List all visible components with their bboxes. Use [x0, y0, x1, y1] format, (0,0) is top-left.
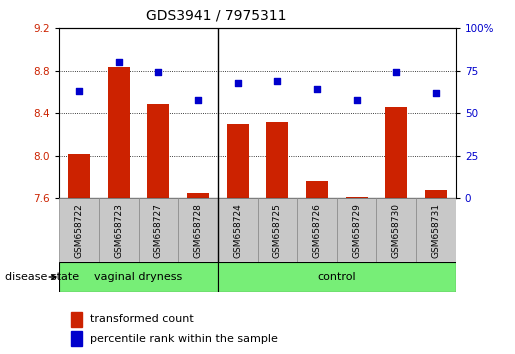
Point — [432, 90, 440, 96]
Text: GSM658722: GSM658722 — [75, 203, 83, 258]
Bar — [218, 198, 258, 262]
Text: GSM658730: GSM658730 — [392, 203, 401, 258]
Point — [273, 78, 281, 84]
Bar — [99, 198, 139, 262]
Text: percentile rank within the sample: percentile rank within the sample — [90, 333, 278, 344]
Bar — [416, 198, 456, 262]
Point — [233, 80, 242, 86]
Text: GSM658728: GSM658728 — [194, 203, 202, 258]
Bar — [59, 198, 99, 262]
Text: disease state: disease state — [5, 272, 79, 282]
Text: GSM658729: GSM658729 — [352, 203, 361, 258]
Bar — [59, 262, 218, 292]
Bar — [266, 122, 288, 198]
Bar — [297, 198, 337, 262]
Text: GSM658727: GSM658727 — [154, 203, 163, 258]
Bar — [376, 198, 416, 262]
Bar — [306, 181, 328, 198]
Bar — [337, 198, 376, 262]
Bar — [187, 193, 209, 198]
Point — [114, 59, 123, 65]
Point — [392, 70, 401, 75]
Text: vaginal dryness: vaginal dryness — [94, 272, 183, 282]
Point — [194, 97, 202, 103]
Bar — [147, 104, 169, 198]
Bar — [71, 312, 82, 327]
Text: GSM658731: GSM658731 — [432, 203, 440, 258]
Bar — [178, 198, 218, 262]
Bar — [68, 154, 90, 198]
Bar — [108, 67, 130, 198]
Text: control: control — [317, 272, 356, 282]
Text: GDS3941 / 7975311: GDS3941 / 7975311 — [146, 9, 286, 23]
Bar — [218, 262, 456, 292]
Text: GSM658724: GSM658724 — [233, 203, 242, 258]
Point — [75, 88, 83, 94]
Point — [313, 87, 321, 92]
Text: transformed count: transformed count — [90, 314, 194, 325]
Bar — [71, 331, 82, 346]
Text: GSM658726: GSM658726 — [313, 203, 321, 258]
Bar — [385, 107, 407, 198]
Text: GSM658723: GSM658723 — [114, 203, 123, 258]
Bar — [346, 197, 368, 198]
Bar — [258, 198, 297, 262]
Text: GSM658725: GSM658725 — [273, 203, 282, 258]
Bar — [425, 190, 447, 198]
Bar — [227, 124, 249, 198]
Point — [154, 70, 162, 75]
Bar — [139, 198, 178, 262]
Point — [352, 97, 360, 103]
